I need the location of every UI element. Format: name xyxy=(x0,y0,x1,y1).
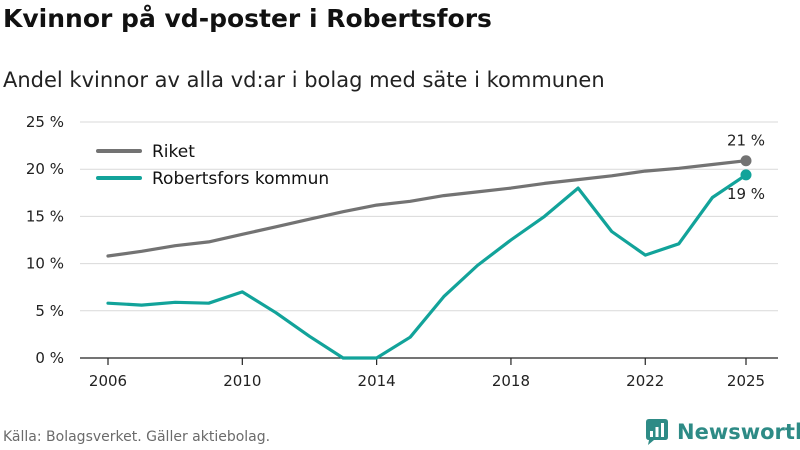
chart-title: Kvinnor på vd-poster i Robertsfors xyxy=(3,4,492,33)
series-line-riket xyxy=(106,159,748,258)
end-label-riket: 21 % xyxy=(727,132,765,150)
brand-logo: Newsworthy xyxy=(644,418,800,446)
y-tick-label: 25 % xyxy=(26,113,64,131)
brand-name: Newsworthy xyxy=(677,420,800,444)
y-tick-label: 20 % xyxy=(26,160,64,178)
end-label-kommun: 19 % xyxy=(727,185,765,203)
source-note: Källa: Bolagsverket. Gäller aktiebolag. xyxy=(3,429,271,445)
legend-label-riket: Riket xyxy=(152,142,195,162)
x-tick-label: 2022 xyxy=(626,372,664,390)
y-tick-label: 0 % xyxy=(35,349,64,367)
chart-subtitle: Andel kvinnor av alla vd:ar i bolag med … xyxy=(3,68,605,92)
x-tick-label: 2018 xyxy=(492,372,530,390)
series-end-point-kommun xyxy=(740,169,752,181)
newsworthy-logo-icon xyxy=(646,419,668,445)
x-tick-label: 2010 xyxy=(223,372,261,390)
line-chart: 0 % 5 % 10 % 15 % 20 % 25 % 2006 2010 2014 2018 20… xyxy=(26,113,778,390)
legend-label-kommun: Robertsfors kommun xyxy=(152,169,329,189)
x-tick-label: 2025 xyxy=(727,372,765,390)
x-tick-label: 2006 xyxy=(89,372,127,390)
series-end-point-riket xyxy=(740,155,752,167)
x-tick-label: 2014 xyxy=(358,372,396,390)
series-line-kommun xyxy=(106,173,748,360)
y-tick-label: 10 % xyxy=(26,255,64,273)
y-tick-label: 5 % xyxy=(35,302,64,320)
y-tick-label: 15 % xyxy=(26,207,64,225)
